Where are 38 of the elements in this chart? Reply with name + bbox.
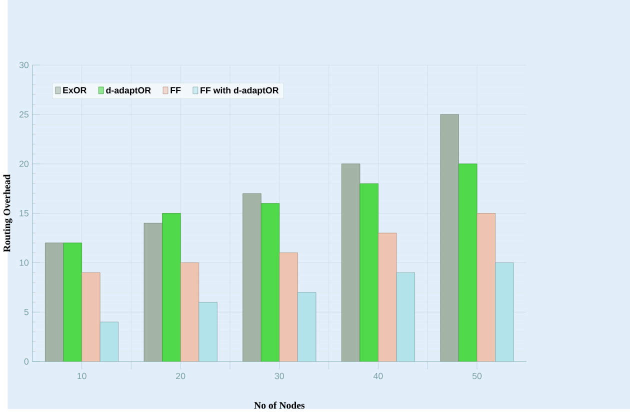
bar: [476, 213, 496, 362]
y-tick-label: 0: [24, 358, 29, 365]
bar: [440, 114, 459, 362]
bar: [100, 322, 119, 362]
bar: [162, 213, 181, 362]
y-axis-title: Routing Overhead: [3, 174, 12, 252]
bar: [297, 292, 316, 362]
bar: [378, 232, 397, 362]
bar: [495, 262, 514, 362]
legend-label: d-adaptOR: [106, 86, 151, 96]
y-tick-label: 25: [19, 111, 29, 118]
bar: [360, 183, 378, 362]
bar: [242, 193, 262, 362]
x-tick-label: 30: [274, 372, 284, 380]
bar: [396, 272, 415, 362]
bar: [279, 252, 298, 362]
bar: [144, 222, 163, 362]
bar: [198, 302, 218, 362]
x-axis-title: No of Nodes: [254, 402, 305, 409]
bar: [180, 262, 200, 362]
x-tick-label: 50: [472, 372, 482, 380]
legend-label: FF: [170, 87, 181, 94]
legend-label: FF with d-adaptOR: [200, 86, 279, 96]
legend-label: ExOR: [63, 87, 87, 94]
bar: [63, 242, 82, 362]
y-tick-label: 30: [19, 62, 29, 68]
y-tick-label: 15: [20, 210, 29, 216]
x-tick-label: 20: [176, 372, 186, 380]
y-tick-label: 5: [24, 309, 29, 316]
y-tick-label: 20: [19, 160, 29, 168]
bar: [341, 164, 360, 362]
x-tick-label: 40: [373, 372, 383, 380]
bar: [458, 164, 478, 362]
bar: [82, 272, 100, 362]
bar: [260, 203, 280, 362]
x-tick-label: 10: [78, 372, 86, 380]
y-tick-label: 10: [20, 260, 29, 266]
bar: [45, 242, 64, 362]
